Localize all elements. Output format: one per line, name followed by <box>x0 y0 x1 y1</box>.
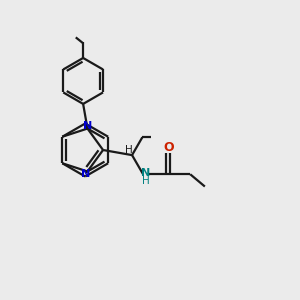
Text: N: N <box>141 168 150 178</box>
Text: H: H <box>124 145 132 155</box>
Text: H: H <box>142 176 149 186</box>
Text: O: O <box>164 141 174 154</box>
Text: N: N <box>83 121 92 131</box>
Text: N: N <box>81 169 91 179</box>
